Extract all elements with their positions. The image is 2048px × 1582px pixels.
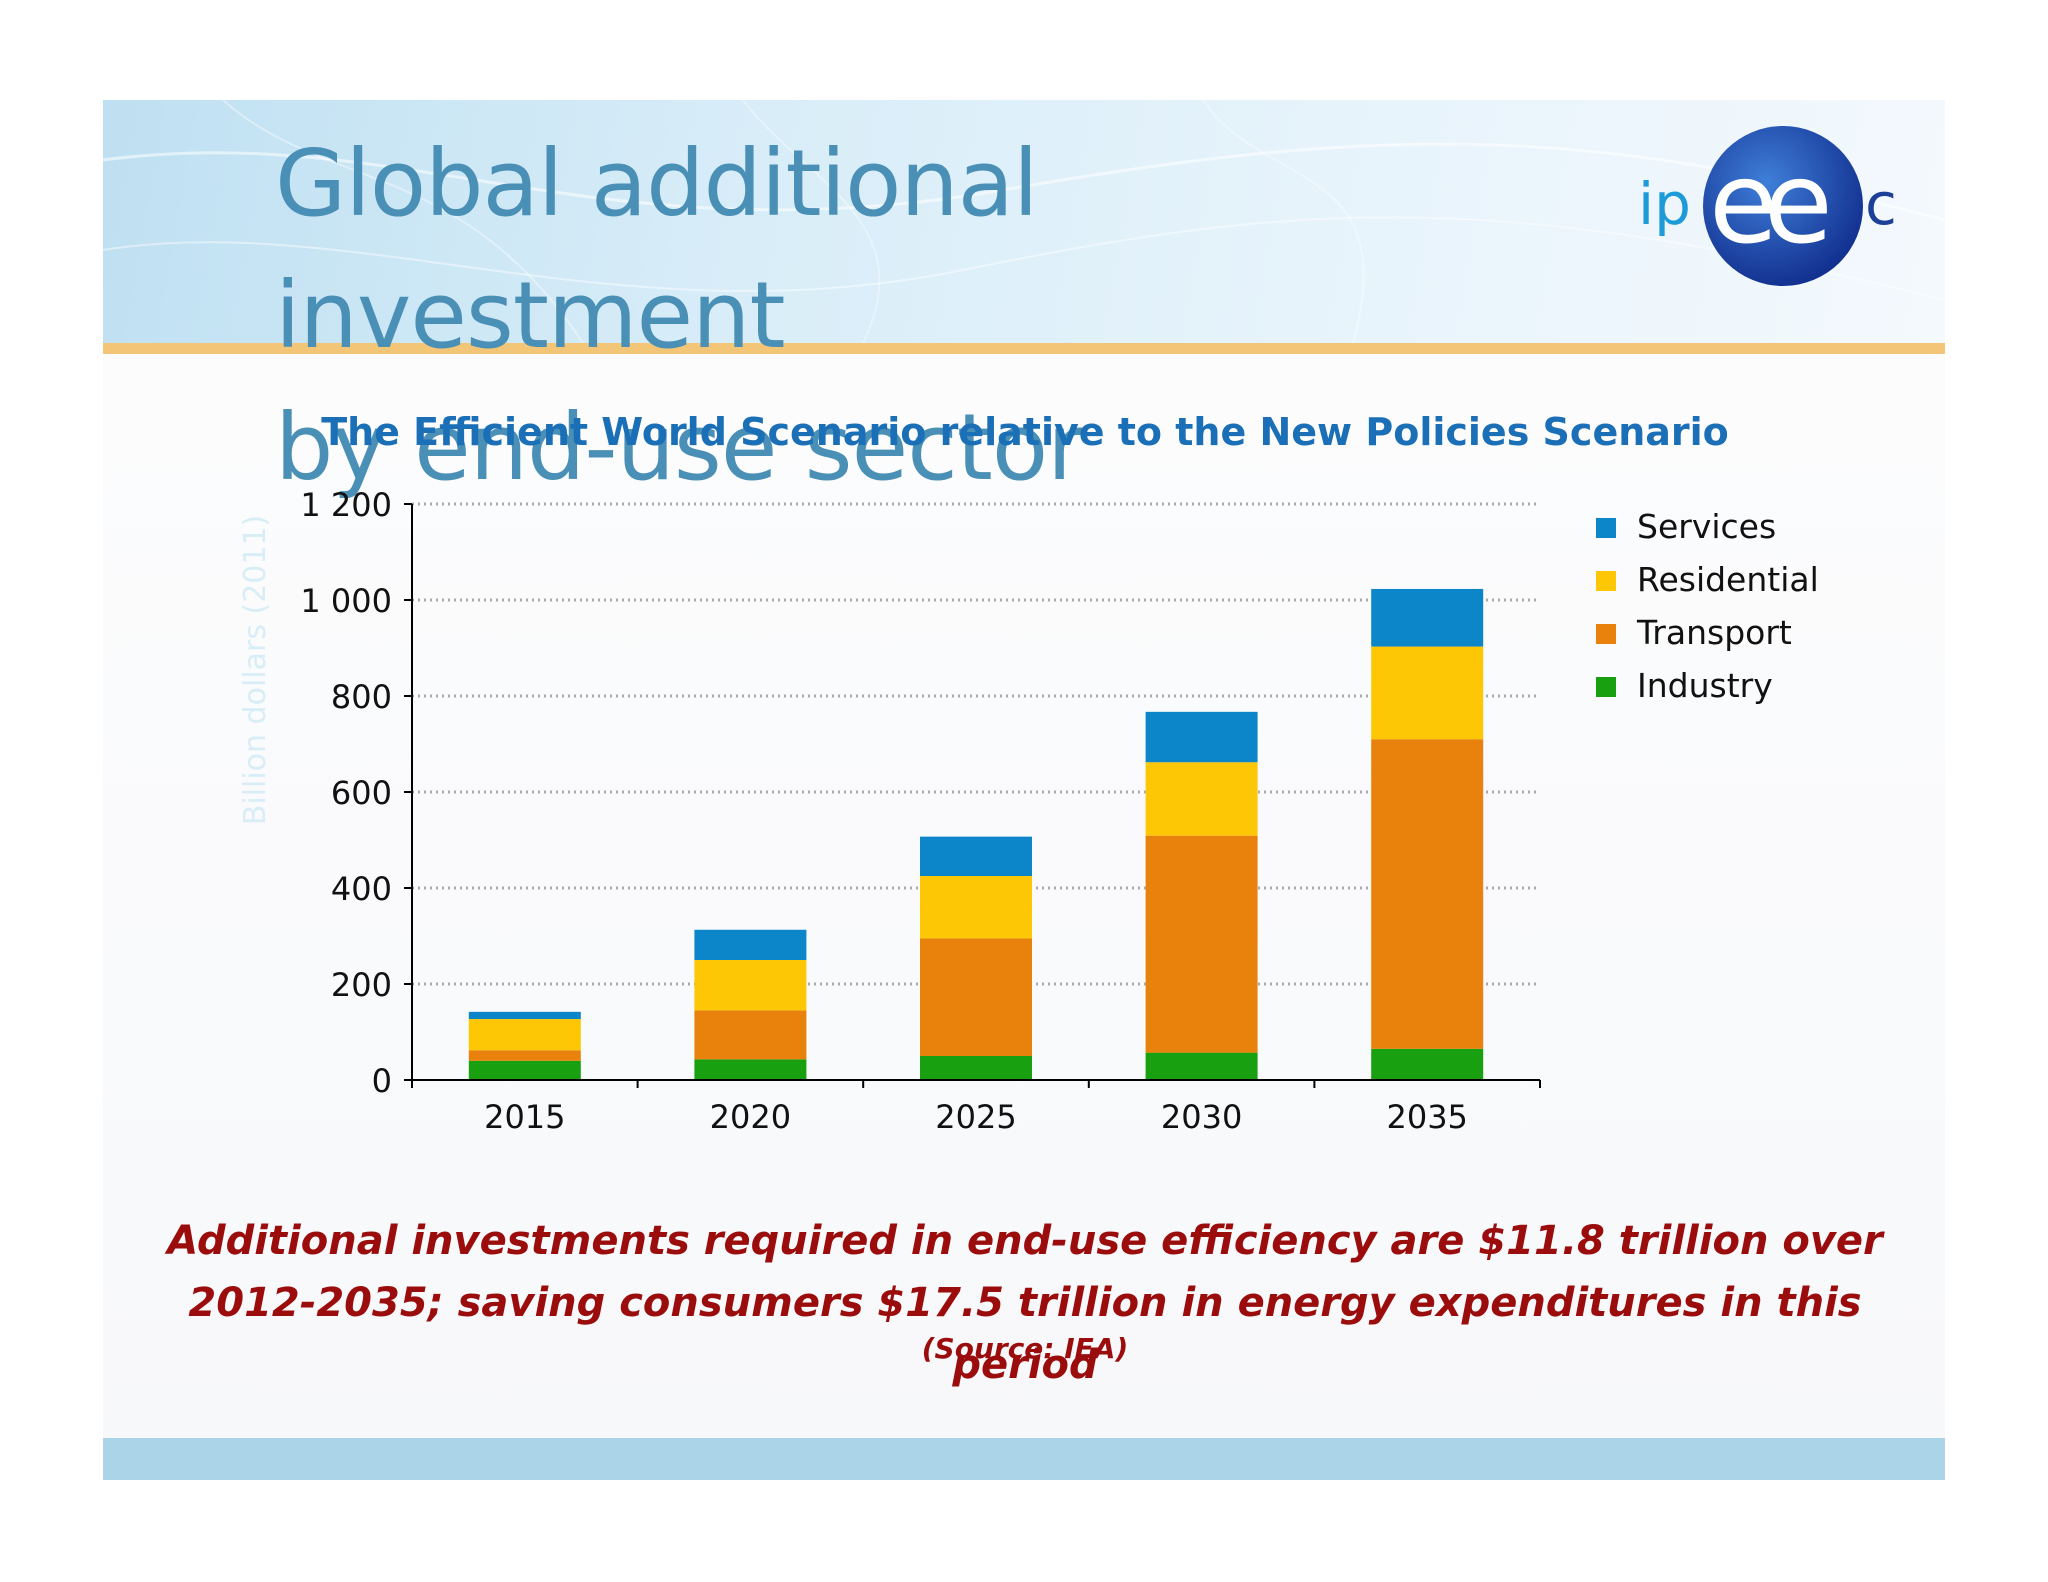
bar-2025-transport (920, 938, 1032, 1056)
x-tick-label-2020: 2020 (710, 1098, 791, 1136)
caption-line-2: 2012-2035; saving consumers $17.5 trilli… (188, 1280, 1862, 1388)
bars (468, 588, 1484, 1080)
bar-2025-industry (920, 1056, 1032, 1080)
slide-title-line-1: Global additional investment (275, 130, 1039, 369)
bar-2035-residential (1371, 646, 1484, 740)
y-tick-label-1200: 1 200 (300, 486, 392, 524)
chart-title: The Efficient World Scenario relative to… (321, 410, 1729, 454)
ipeec-logo: ip ee c (1638, 126, 1897, 286)
bar-2025-residential (920, 876, 1032, 939)
legend-swatch-industry (1596, 677, 1616, 697)
bar-2030-services (1145, 711, 1258, 763)
x-tick-label-2030: 2030 (1161, 1098, 1242, 1136)
bar-2030-industry (1145, 1052, 1258, 1080)
legend-swatch-transport (1596, 624, 1616, 644)
legend-swatch-residential (1596, 571, 1616, 591)
legend-label-industry: Industry (1637, 666, 1773, 705)
legend: Services Residential Transport Industry (1596, 507, 1819, 705)
footer-band (103, 1438, 1945, 1480)
bar-2015-industry (468, 1060, 581, 1080)
bar-2030-residential (1145, 762, 1258, 836)
y-tick-label-800: 800 (331, 678, 392, 716)
bar-2030-transport (1145, 835, 1258, 1053)
slide-title: Global additional investment by end-use … (275, 118, 1575, 514)
legend-swatch-services (1596, 518, 1616, 538)
header-rule (103, 343, 1945, 354)
bar-2015-transport (468, 1050, 581, 1061)
bar-2020-services (694, 929, 807, 960)
x-tick-label-2015: 2015 (484, 1098, 565, 1136)
legend-label-residential: Residential (1637, 560, 1819, 599)
y-tick-label-400: 400 (331, 870, 392, 908)
y-axis-label: Billion dollars (2011) (238, 515, 273, 826)
source-note: (Source: IEA) (921, 1332, 1129, 1365)
header-banner (103, 100, 1945, 343)
bar-2020-residential (694, 960, 807, 1011)
x-tick-label-2035: 2035 (1386, 1098, 1467, 1136)
bar-2015-residential (468, 1019, 581, 1051)
bar-2025-services (920, 836, 1032, 876)
y-tick-label-600: 600 (331, 774, 392, 812)
legend-label-transport: Transport (1636, 613, 1792, 652)
bar-2020-industry (694, 1059, 807, 1080)
y-tick-label-200: 200 (331, 966, 392, 1004)
bar-2035-industry (1371, 1048, 1484, 1080)
axes: 0 200 400 600 800 1 000 1 200 2015 2020 2025 2030 2… (300, 486, 1541, 1136)
bar-2035-services (1371, 588, 1484, 647)
legend-label-services: Services (1637, 507, 1776, 546)
bar-2035-transport (1371, 739, 1484, 1049)
x-tick-label-2025: 2025 (935, 1098, 1016, 1136)
bar-2015-services (468, 1011, 581, 1020)
slide-title-line-2: by end-use sector (275, 394, 1085, 501)
y-tick-label-0: 0 (372, 1062, 392, 1100)
y-tick-label-1000: 1 000 (300, 582, 392, 620)
caption-line-1: Additional investments required in end-u… (167, 1218, 1883, 1264)
logo-text-c: c (1865, 170, 1897, 238)
logo-text-ip: ip (1638, 170, 1691, 238)
bar-2020-transport (694, 1010, 807, 1060)
caption: Additional investments required in end-u… (120, 1210, 1930, 1396)
